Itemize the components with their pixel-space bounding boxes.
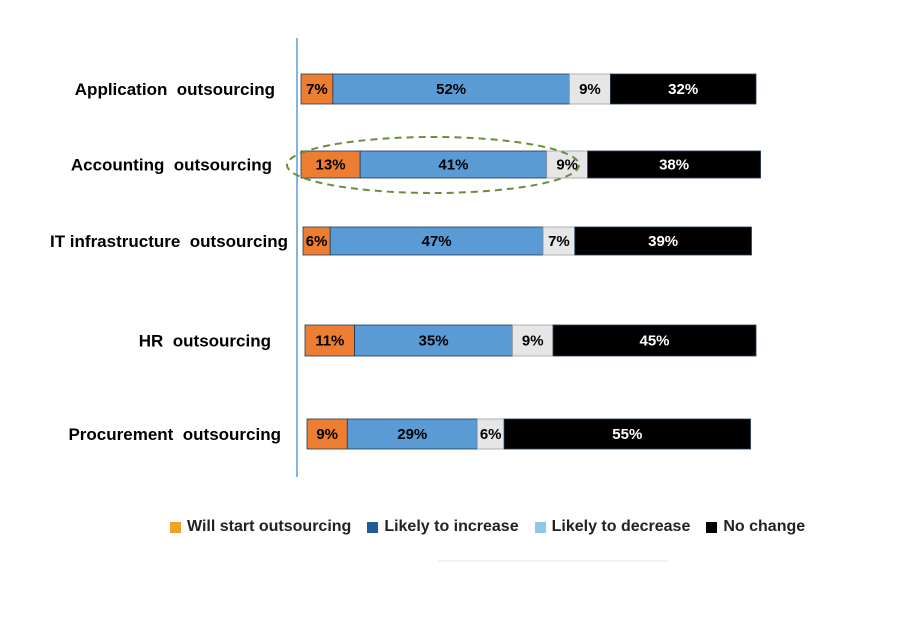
bar-segment (329, 226, 544, 256)
data-label: 29% (397, 426, 427, 443)
legend-swatch (367, 521, 379, 533)
category-label: Application outsourcing (75, 80, 275, 99)
bar-segment (354, 324, 513, 357)
data-label: 9% (522, 333, 544, 350)
legend-label: Likely to increase (384, 518, 519, 535)
legend-label: No change (723, 518, 806, 535)
data-label: 45% (640, 333, 670, 350)
bar-segment (546, 150, 589, 179)
legend-swatch (706, 521, 718, 533)
data-label: 6% (480, 426, 502, 443)
bars-group: Application outsourcing 7% 52% 9% 32% Account… (50, 73, 761, 450)
category-label: Accounting outsourcing (71, 156, 272, 175)
data-label: 6% (306, 233, 328, 250)
data-label: 32% (668, 81, 698, 98)
data-label: 9% (316, 426, 338, 443)
legend-item-likely-decrease: Likely to decrease (534, 518, 691, 536)
legend-swatch (170, 521, 181, 533)
category-label: Procurement outsourcing (68, 425, 281, 444)
legend-label: Will start outsourcing (187, 518, 352, 535)
highlight-ellipse (286, 136, 580, 194)
bar-segment (574, 226, 752, 256)
bar-segment (304, 324, 356, 357)
data-label: 35% (419, 333, 449, 350)
legend-underline (438, 560, 668, 562)
data-label: 55% (612, 426, 642, 443)
bar-segment (552, 324, 757, 357)
legend-item-will-start: Will start outsourcing (170, 518, 351, 536)
bar-segment (300, 150, 361, 179)
bar-segment (610, 73, 757, 105)
data-label: 11% (315, 333, 344, 350)
bar-segment (476, 418, 505, 450)
bar-segment (503, 418, 751, 450)
data-label: 7% (306, 81, 328, 98)
bar-segment (332, 73, 570, 105)
data-label: 13% (316, 157, 346, 174)
data-label: 47% (422, 233, 452, 250)
data-label: 7% (548, 233, 570, 250)
bar-segment (587, 150, 761, 179)
legend-swatch (534, 521, 546, 533)
bar-segment (542, 226, 576, 256)
data-label: 52% (436, 81, 466, 98)
category-label: IT infrastructure outsourcing (50, 232, 288, 251)
data-label: 9% (556, 157, 578, 174)
legend-label: Likely to decrease (551, 518, 691, 535)
data-label: 9% (579, 81, 601, 98)
data-label: 39% (648, 233, 678, 250)
legend-item-no-change: No change (706, 518, 805, 536)
bar-segment (512, 324, 554, 357)
data-label: 41% (438, 157, 468, 174)
bar-segment (346, 418, 478, 450)
legend: Will start outsourcing Likely to increas… (170, 518, 805, 536)
legend-item-likely-increase: Likely to increase (367, 518, 519, 536)
data-label: 38% (659, 157, 689, 174)
category-label: HR outsourcing (139, 332, 271, 351)
